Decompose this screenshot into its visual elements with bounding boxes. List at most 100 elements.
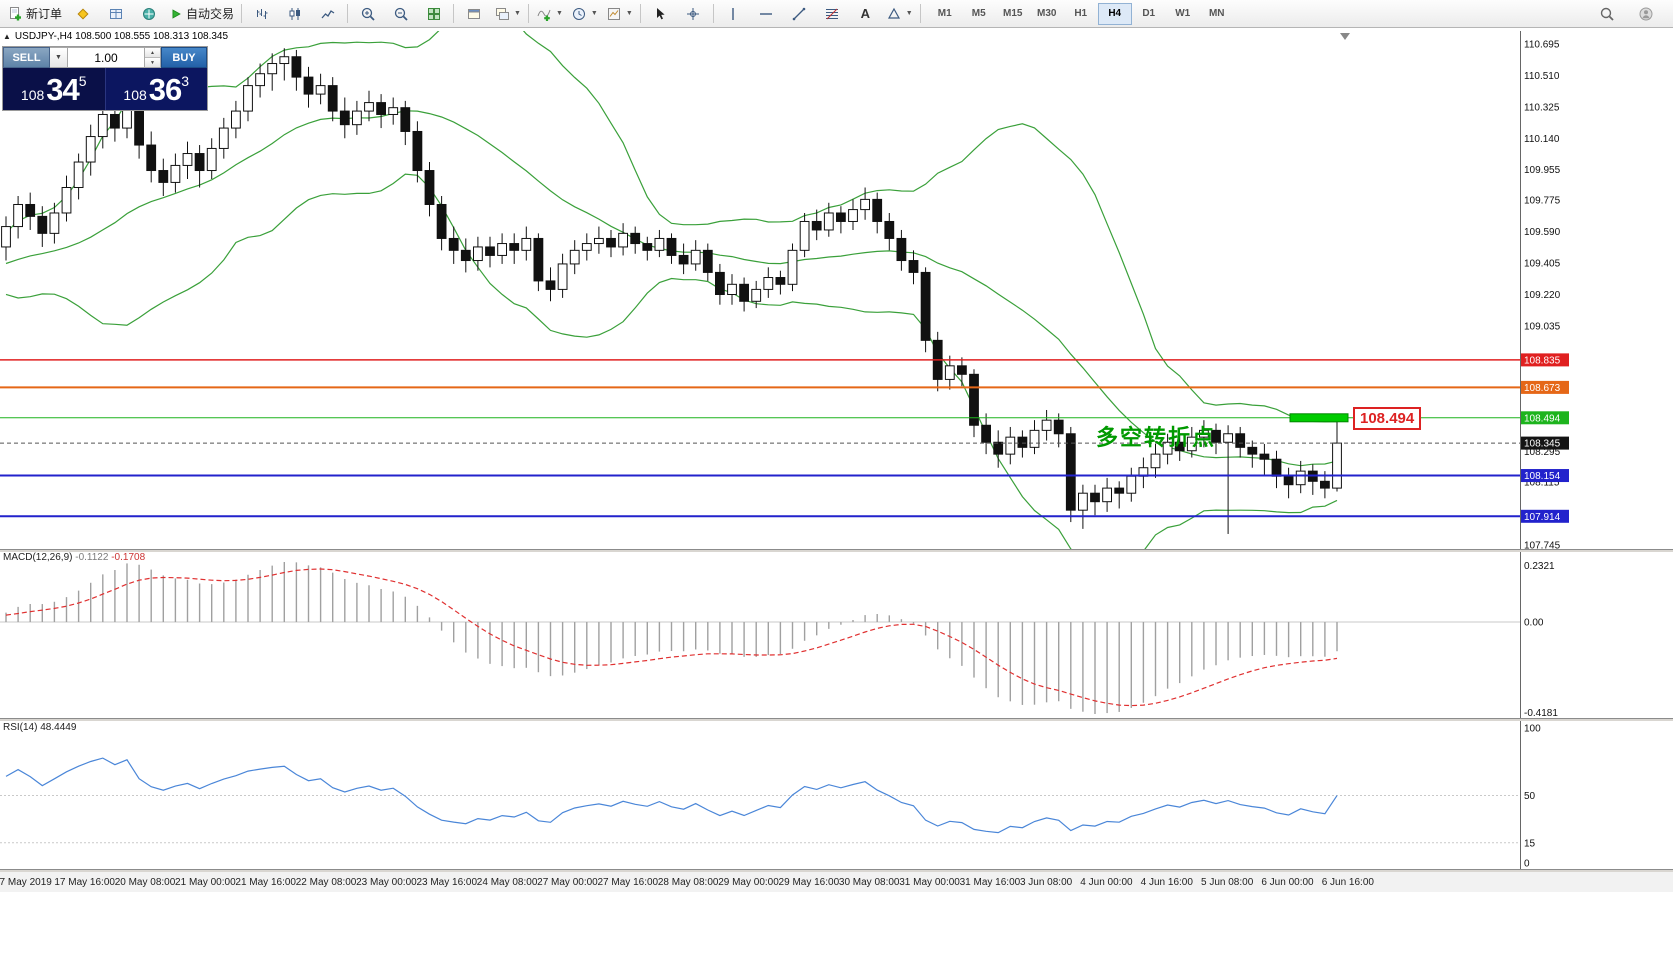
panel-divider[interactable] bbox=[0, 718, 1673, 721]
panel-divider[interactable] bbox=[0, 869, 1673, 872]
text-tool-icon: A bbox=[860, 6, 870, 21]
account-button[interactable] bbox=[1629, 2, 1662, 26]
market-watch-button[interactable] bbox=[66, 2, 99, 26]
chart-canvas[interactable]: 110.695 110.510 110.325 110.140 109.955 109.7… bbox=[0, 28, 1673, 955]
svg-text:108.154: 108.154 bbox=[1524, 471, 1561, 482]
market-watch-icon bbox=[77, 7, 89, 20]
rsi-panel-layer[interactable]: 100 50 15 0 bbox=[0, 724, 1541, 870]
navigator-button[interactable] bbox=[132, 2, 165, 26]
sell-button[interactable]: SELL bbox=[3, 47, 50, 68]
new-chart-window-icon bbox=[467, 8, 480, 19]
timeframe-m15[interactable]: M15 bbox=[1002, 8, 1023, 19]
vertical-line-tool-button[interactable] bbox=[717, 2, 750, 26]
bollinger-lower-band bbox=[5, 173, 1338, 549]
svg-text:108.673: 108.673 bbox=[1524, 383, 1561, 394]
chart-candles-button[interactable] bbox=[278, 2, 311, 26]
price-badge bbox=[1521, 509, 1569, 523]
data-window-button[interactable] bbox=[99, 2, 132, 26]
chart-line-button[interactable] bbox=[311, 2, 344, 26]
svg-text:15: 15 bbox=[1524, 838, 1536, 849]
toolbar-separator bbox=[527, 4, 529, 23]
zoom-out-button[interactable] bbox=[384, 2, 417, 26]
timeframe-w1[interactable]: W1 bbox=[1175, 8, 1191, 19]
panel-divider[interactable] bbox=[0, 549, 1673, 552]
macd-signal-value: -0.1708 bbox=[111, 552, 146, 563]
svg-text:17 May 2019: 17 May 2019 bbox=[0, 877, 52, 888]
price-tag-label[interactable]: 108.494 bbox=[1353, 407, 1422, 430]
macd-panel-layer[interactable]: 0.2321 0.00 -0.4181 bbox=[0, 561, 1558, 719]
dropdown-arrow-icon: ▼ bbox=[590, 10, 598, 17]
timeframe-toolbar: M1 M5 M15 M30 H1 H4 D1 W1 MN bbox=[928, 2, 1234, 25]
horizontal-line-tool-button[interactable] bbox=[750, 2, 783, 26]
macd-indicator-label: MACD(12,26,9) -0.1122 -0.1708 bbox=[3, 552, 145, 563]
candles-layer bbox=[1, 48, 1342, 534]
text-tool-button[interactable]: A bbox=[849, 2, 882, 26]
new-order-button[interactable]: 新订单 bbox=[3, 2, 66, 26]
price-axis[interactable]: 110.695 110.510 110.325 110.140 109.955 109.7… bbox=[1520, 31, 1570, 872]
order-type-dropdown[interactable]: ▼ bbox=[50, 47, 68, 68]
time-axis-strip[interactable] bbox=[0, 872, 1673, 892]
price-badge bbox=[1521, 469, 1569, 483]
volume-down-button[interactable]: ▼ bbox=[145, 57, 160, 67]
clock-icon bbox=[572, 7, 585, 20]
search-icon bbox=[1600, 7, 1614, 21]
sell-price-display[interactable]: 108 34 5 bbox=[3, 68, 105, 110]
svg-text:24 May 08:00: 24 May 08:00 bbox=[477, 877, 538, 888]
timeframe-h4[interactable]: H4 bbox=[1097, 2, 1132, 25]
price-badge bbox=[1521, 411, 1569, 425]
timeframe-m5[interactable]: M5 bbox=[971, 8, 986, 19]
search-button[interactable] bbox=[1590, 2, 1623, 26]
auto-trading-play-icon bbox=[172, 8, 181, 19]
svg-text:31 May 16:00: 31 May 16:00 bbox=[960, 877, 1021, 888]
fibonacci-tool-button[interactable] bbox=[816, 2, 849, 26]
shapes-tool-button[interactable]: ▼ bbox=[882, 2, 917, 26]
timeframe-d1[interactable]: D1 bbox=[1142, 8, 1156, 19]
svg-text:3 Jun 08:00: 3 Jun 08:00 bbox=[1020, 877, 1073, 888]
zoom-in-button[interactable] bbox=[351, 2, 384, 26]
shapes-icon bbox=[887, 7, 900, 19]
cursor-arrow-icon bbox=[657, 7, 665, 19]
crosshair-button[interactable] bbox=[677, 2, 710, 26]
volume-up-button[interactable]: ▲ bbox=[145, 48, 160, 57]
cursor-button[interactable] bbox=[644, 2, 677, 26]
rsi-line bbox=[5, 757, 1338, 834]
svg-text:108.115: 108.115 bbox=[1524, 478, 1560, 489]
timeframe-m1[interactable]: M1 bbox=[937, 8, 952, 19]
crosshair-icon bbox=[687, 7, 700, 20]
svg-text:110.325: 110.325 bbox=[1524, 102, 1560, 113]
periods-button[interactable]: ▼ bbox=[567, 2, 602, 26]
dropdown-arrow-icon: ▼ bbox=[514, 10, 521, 17]
toolbar-separator bbox=[919, 4, 921, 23]
auto-trading-button[interactable]: 自动交易 bbox=[165, 2, 238, 26]
volume-input[interactable] bbox=[68, 47, 145, 68]
buy-price-display[interactable]: 108 36 3 bbox=[104, 68, 207, 110]
price-panel-layer[interactable] bbox=[1, 28, 1342, 570]
svg-text:110.140: 110.140 bbox=[1524, 134, 1560, 145]
window-layout-button[interactable]: ▼ bbox=[490, 2, 525, 26]
chart-bars-button[interactable] bbox=[245, 2, 278, 26]
indicators-button[interactable]: ▼ bbox=[532, 2, 567, 26]
chart-annotation-text[interactable]: 多空转折点 bbox=[1096, 425, 1217, 450]
timeframe-h1[interactable]: H1 bbox=[1074, 8, 1088, 19]
timeframe-mn[interactable]: MN bbox=[1208, 8, 1225, 19]
macd-signal-line bbox=[5, 568, 1338, 707]
trendline-tool-button[interactable] bbox=[783, 2, 816, 26]
macd-main-value: -0.1122 bbox=[75, 552, 109, 563]
buy-button[interactable]: BUY bbox=[161, 47, 207, 68]
new-chart-button[interactable] bbox=[457, 2, 490, 26]
indicators-icon bbox=[537, 9, 551, 21]
template-chart-icon bbox=[607, 7, 620, 20]
svg-text:4 Jun 00:00: 4 Jun 00:00 bbox=[1080, 877, 1133, 888]
symbol-ohlc-text: USDJPY-,H4 108.500 108.555 108.313 108.3… bbox=[14, 31, 229, 42]
horizontal-lines-layer[interactable] bbox=[0, 359, 1520, 518]
toolbar-separator bbox=[712, 4, 714, 23]
chart-shift-marker bbox=[1340, 33, 1350, 40]
templates-button[interactable]: ▼ bbox=[602, 2, 637, 26]
bollinger-middle-band bbox=[5, 110, 1338, 467]
horizontal-line-icon bbox=[760, 12, 773, 15]
tile-windows-button[interactable] bbox=[417, 2, 450, 26]
timeframe-m30[interactable]: M30 bbox=[1036, 8, 1057, 19]
svg-text:0.2321: 0.2321 bbox=[1524, 561, 1555, 572]
